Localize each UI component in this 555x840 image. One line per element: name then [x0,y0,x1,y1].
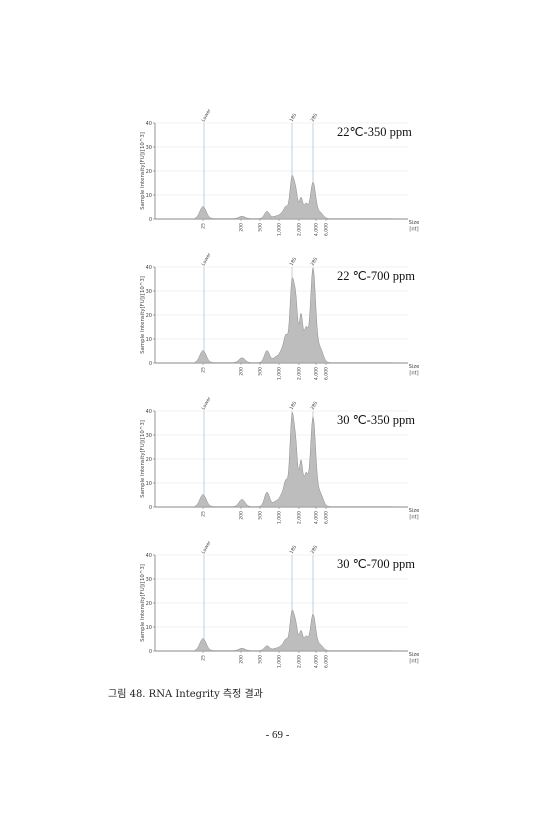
condition-label: 30 ℃-700 ppm [337,557,415,571]
x-axis-label: Size [409,652,420,658]
y-tick-label: 0 [149,217,152,223]
y-tick-label: 30 [146,577,152,583]
y-tick-label: 40 [146,121,152,127]
marker-label: Lower [201,396,213,411]
marker-label: 18S [289,544,299,555]
y-axis-label: Sample Intensity[FU]([10^3] [140,132,146,210]
x-tick-label: 25 [201,655,207,661]
y-tick-label: 20 [146,169,152,175]
marker-label: Lower [201,108,213,123]
x-axis-label: Size [409,364,420,370]
x-axis-label: [nt] [409,659,418,665]
x-tick-label: 4,000 [314,223,320,236]
x-tick-label: 500 [258,655,264,664]
x-tick-label: 2,000 [297,511,303,524]
y-tick-label: 30 [146,433,152,439]
x-axis-label: [nt] [409,227,418,233]
y-axis-label: Sample Intensity[FU]([10^3] [140,420,146,498]
x-tick-label: 6,000 [324,511,330,524]
condition-label: 22 ℃-700 ppm [337,269,415,283]
x-tick-label: 6,000 [324,655,330,668]
electropherogram-trace [194,411,394,508]
x-tick-label: 200 [239,367,245,376]
y-tick-label: 30 [146,145,152,151]
y-axis-label: Sample Intensity[FU]([10^3] [140,276,146,354]
x-axis-label: [nt] [409,515,418,521]
x-tick-label: 4,000 [314,367,320,380]
y-tick-label: 40 [146,409,152,415]
x-tick-label: 25 [201,223,207,229]
figure-caption: 그림 48. RNA Integrity 측정 결과 [108,689,263,700]
x-axis-label: [nt] [409,371,418,377]
y-tick-label: 10 [146,337,152,343]
x-tick-label: 25 [201,511,207,517]
y-tick-label: 30 [146,289,152,295]
y-axis-label: Sample Intensity[FU]([10^3] [140,564,146,642]
x-tick-label: 6,000 [324,367,330,380]
marker-label: 28S [310,544,320,555]
x-tick-label: 500 [258,223,264,232]
marker-label: Lower [201,540,213,555]
marker-label: 28S [310,112,320,123]
y-tick-label: 10 [146,481,152,487]
y-tick-label: 0 [149,649,152,655]
electropherogram-trace [194,175,394,220]
condition-label: 30 ℃-350 ppm [337,413,415,427]
marker-label: 18S [289,400,299,411]
y-tick-label: 20 [146,313,152,319]
marker-label: 28S [310,256,320,267]
x-tick-label: 1,000 [277,367,283,380]
y-tick-label: 40 [146,553,152,559]
x-tick-label: 1,000 [277,223,283,236]
x-tick-label: 6,000 [324,223,330,236]
electropherogram-panel: 0 10 20 30 40 Sample Intensity[FU]([10^3] Size… [130,108,430,245]
electropherogram-panel: 0 10 20 30 40 Sample Intensity[FU]([10^3] Size… [130,252,430,389]
marker-label: 18S [289,112,299,123]
marker-label: Lower [201,252,213,267]
x-tick-label: 200 [239,223,245,232]
y-tick-label: 40 [146,265,152,271]
x-tick-label: 1,000 [277,511,283,524]
x-axis-label: Size [409,220,420,226]
x-tick-label: 25 [201,367,207,373]
x-tick-label: 200 [239,655,245,664]
page-number: - 69 - [265,729,290,741]
marker-label: 28S [310,400,320,411]
x-tick-label: 1,000 [277,655,283,668]
x-tick-label: 4,000 [314,655,320,668]
y-tick-label: 20 [146,457,152,463]
electropherogram-trace [194,267,394,364]
x-tick-label: 2,000 [297,655,303,668]
x-tick-label: 2,000 [297,223,303,236]
x-tick-label: 4,000 [314,511,320,524]
electropherogram-panel: 0 10 20 30 40 Sample Intensity[FU]([10^3] Size… [130,396,430,533]
y-tick-label: 10 [146,193,152,199]
electropherogram-panel: 0 10 20 30 40 Sample Intensity[FU]([10^3] Size… [130,540,430,677]
y-tick-label: 0 [149,505,152,511]
marker-label: 18S [289,256,299,267]
x-tick-label: 500 [258,367,264,376]
x-tick-label: 200 [239,511,245,520]
x-tick-label: 2,000 [297,367,303,380]
condition-label: 22℃-350 ppm [337,125,412,139]
y-tick-label: 0 [149,361,152,367]
x-axis-label: Size [409,508,420,514]
electropherogram-trace [194,609,394,652]
y-tick-label: 20 [146,601,152,607]
y-tick-label: 10 [146,625,152,631]
x-tick-label: 500 [258,511,264,520]
